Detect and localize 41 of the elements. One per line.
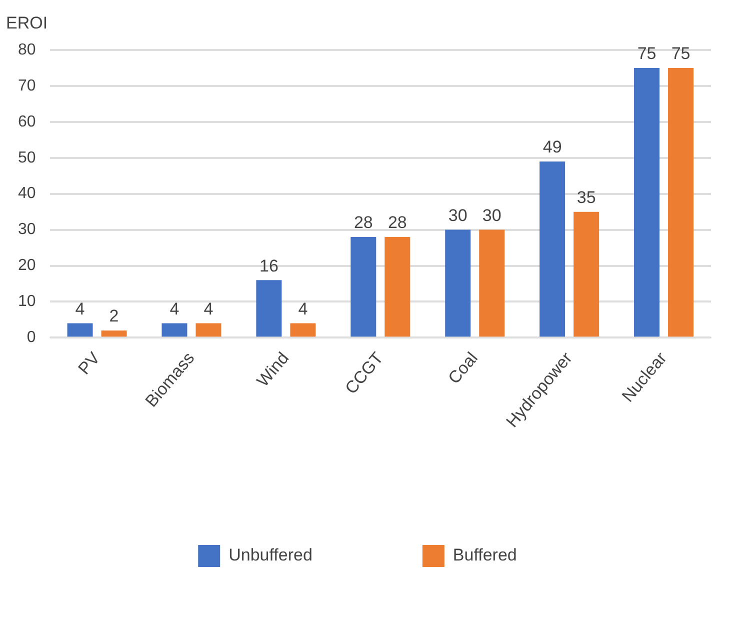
data-label: 49 [542,138,562,157]
bar [196,323,222,337]
y-tick-label: 20 [18,257,36,274]
data-label: 16 [259,256,278,276]
bar [256,280,282,337]
data-label: 4 [75,299,85,318]
y-tick-label: 30 [18,221,36,238]
bar [350,236,376,337]
data-label: 35 [576,188,596,208]
data-label: 2 [109,306,119,326]
legend-label: Buffered [452,546,517,565]
bar [479,230,505,337]
y-tick-label: 80 [18,41,36,58]
data-label: 4 [204,299,214,318]
data-label: 28 [354,213,373,232]
bar [384,236,410,337]
y-tick-label: 40 [18,185,36,202]
x-tick-label: PV [74,348,104,378]
data-label: 75 [671,44,690,64]
data-label: 30 [448,206,468,225]
bar [634,68,660,337]
y-axis-title: EROI [6,14,48,33]
y-tick-label: 70 [18,77,36,94]
bar [445,230,471,337]
bar [668,68,694,337]
bar [290,323,316,337]
y-tick-label: 10 [18,293,36,310]
data-label: 75 [637,44,656,64]
bar [67,323,93,337]
data-label: 4 [298,299,308,318]
y-tick-label: 60 [18,113,36,130]
y-tick-label: 50 [18,149,36,166]
bar [540,161,566,337]
y-tick-label: 0 [26,329,36,346]
legend-label: Unbuffered [228,546,312,565]
data-label: 28 [388,213,407,232]
bar [101,330,127,337]
bar [574,212,600,337]
data-label: 4 [170,299,180,318]
bar [162,323,188,337]
data-label: 30 [482,206,502,225]
